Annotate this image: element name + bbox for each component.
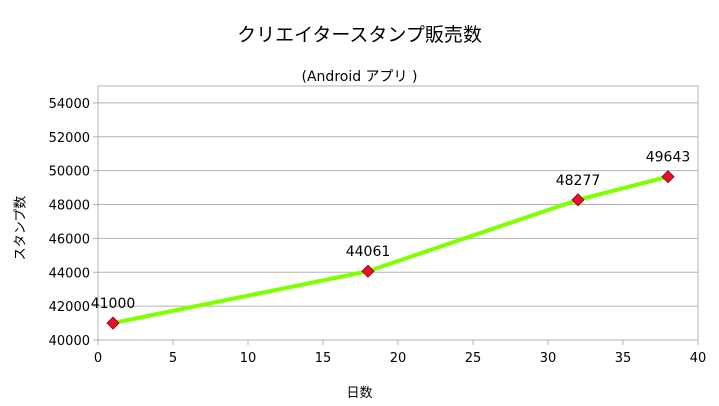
data-label: 41000 <box>91 296 136 312</box>
data-point-marker <box>361 264 375 278</box>
y-tick-label: 40000 <box>49 334 90 349</box>
x-tick-label: 10 <box>240 351 257 366</box>
chart-title: クリエイタースタンプ販売数 <box>237 24 482 46</box>
data-label: 49643 <box>646 150 691 166</box>
x-tick-label: 35 <box>615 351 632 366</box>
chart-subtitle: (Android アプリ ) <box>301 69 418 85</box>
x-tick-label: 40 <box>690 351 707 366</box>
x-tick-label: 20 <box>390 351 407 366</box>
y-tick-label: 50000 <box>49 165 90 180</box>
x-tick-label: 30 <box>540 351 557 366</box>
y-tick-label: 54000 <box>49 97 90 112</box>
y-tick-label: 48000 <box>49 199 90 214</box>
y-tick-label: 46000 <box>49 232 90 247</box>
y-tick-label: 44000 <box>49 266 90 281</box>
x-tick-label: 5 <box>169 351 177 366</box>
x-tick-label: 0 <box>94 351 102 366</box>
data-point-marker <box>661 170 675 184</box>
series-line <box>111 174 670 326</box>
y-tick-label: 52000 <box>49 131 90 146</box>
data-label: 48277 <box>556 173 601 189</box>
data-point-marker <box>571 193 585 207</box>
x-axis-label: 日数 <box>346 386 373 401</box>
x-tick-label: 15 <box>315 351 332 366</box>
x-tick-label: 25 <box>465 351 482 366</box>
plot-frame <box>97 85 699 341</box>
data-label: 44061 <box>346 244 391 260</box>
data-point-marker <box>106 316 120 330</box>
y-tick-label: 42000 <box>49 300 90 315</box>
